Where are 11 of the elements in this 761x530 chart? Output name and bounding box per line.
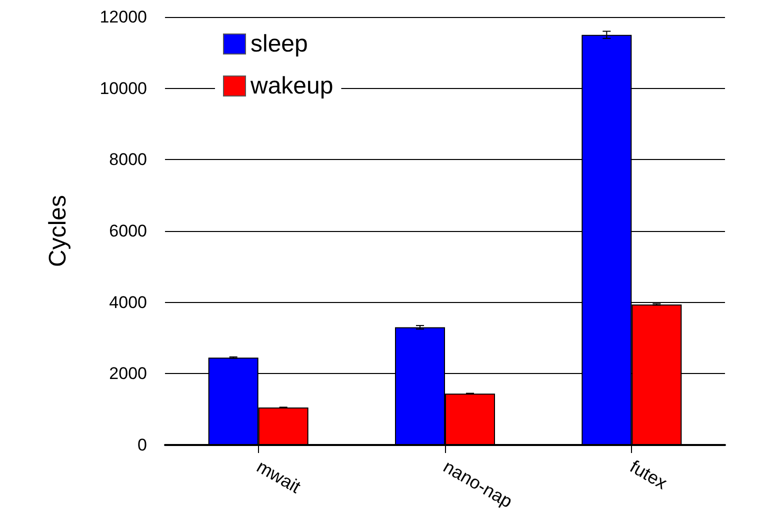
y-tick-label: 2000 bbox=[109, 364, 147, 384]
x-tick-label: futex bbox=[626, 456, 670, 494]
y-tick-label: 0 bbox=[138, 436, 147, 454]
y-tick-label: 10000 bbox=[100, 78, 147, 98]
y-axis-title: Cycles bbox=[44, 194, 72, 268]
legend-label: sleep bbox=[250, 30, 308, 58]
y-tick-label: 8000 bbox=[109, 150, 147, 170]
y-tick-label: 12000 bbox=[100, 8, 147, 26]
legend-label: wakeup bbox=[250, 72, 334, 100]
y-tick-label: 6000 bbox=[109, 222, 147, 240]
y-tick-label: 4000 bbox=[109, 292, 147, 312]
